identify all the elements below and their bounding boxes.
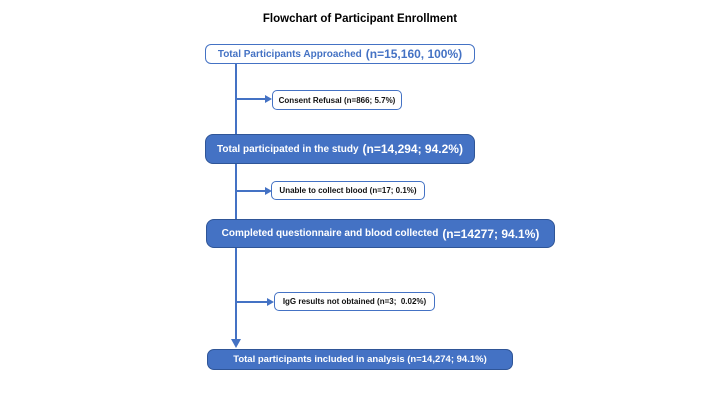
branch-arrow-line-1 [236, 97, 265, 101]
arrowhead-down-icon [230, 339, 241, 348]
branch-arrow-line-2 [236, 189, 265, 193]
flow-box-unable-blood-label: Unable to collect blood (n=17; 0.1%) [279, 186, 417, 195]
flow-box-consent-refusal: Consent Refusal (n=866; 5.7%) [272, 90, 402, 110]
page-title: Flowchart of Participant Enrollment [262, 13, 458, 25]
flow-box-completed: Completed questionnaire and blood collec… [206, 219, 555, 248]
connector-spine-segment-3 [234, 248, 238, 339]
branch-arrow-line-3 [236, 300, 267, 304]
branch-arrowhead-right-3-icon [267, 298, 274, 306]
flow-box-included-analysis-label: Total participants included in analysis … [233, 354, 487, 365]
flow-box-participated-stat: (n=14,294; 94.2%) [362, 142, 463, 156]
flow-box-consent-refusal-label: Consent Refusal (n=866; 5.7%) [278, 95, 396, 105]
flow-box-unable-blood: Unable to collect blood (n=17; 0.1%) [271, 181, 425, 200]
flow-box-igg-not-obtained-label: IgG results not obtained (n=3; 0.02%) [282, 297, 427, 306]
branch-arrowhead-right-1-icon [265, 95, 272, 103]
flow-box-total-approached: Total Participants Approached (n=15,160,… [205, 44, 475, 64]
flow-box-igg-not-obtained: IgG results not obtained (n=3; 0.02%) [274, 292, 435, 311]
flow-box-participated-label: Total participated in the study [217, 143, 359, 155]
flow-box-participated: Total participated in the study (n=14,29… [205, 134, 475, 164]
branch-arrowhead-right-2-icon [265, 187, 272, 195]
flow-box-included-analysis: Total participants included in analysis … [207, 349, 513, 370]
connector-spine-segment-1 [234, 63, 238, 134]
flow-box-completed-label: Completed questionnaire and blood collec… [221, 228, 439, 239]
flow-box-total-approached-label: Total Participants Approached [217, 48, 362, 60]
connector-spine-segment-2 [234, 164, 238, 219]
flow-box-total-approached-stat: (n=15,160, 100%) [365, 47, 463, 61]
flow-box-completed-stat: (n=14277; 94.1%) [442, 226, 540, 241]
